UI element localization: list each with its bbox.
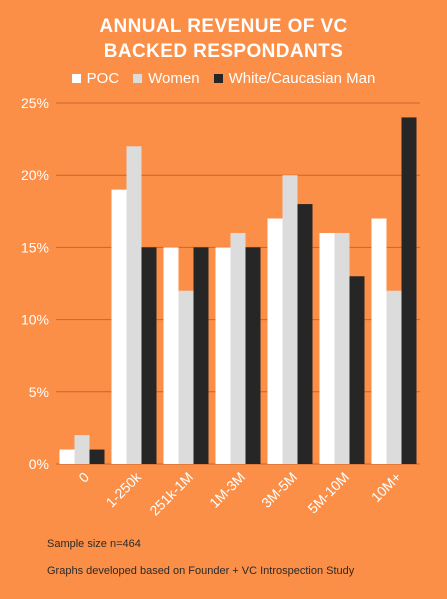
legend-swatch-women bbox=[133, 74, 143, 83]
legend-swatch-poc bbox=[71, 74, 81, 83]
legend-label-poc: POC bbox=[86, 70, 120, 87]
bar-10M+-POC bbox=[371, 218, 387, 464]
legend-label-white-caucasian-man: White/Caucasian Man bbox=[228, 70, 376, 87]
legend-swatch-white-caucasian-man bbox=[213, 74, 223, 83]
bar-5M-10M-White/Caucasian Man bbox=[349, 276, 365, 464]
bar-5M-10M-Women bbox=[334, 232, 350, 464]
bar-3M-5M-White/Caucasian Man bbox=[297, 204, 313, 464]
bar-251k-1M-POC bbox=[163, 247, 179, 464]
x-tick-label: 1M-3M bbox=[206, 469, 248, 511]
legend-item-women: Women bbox=[133, 70, 200, 87]
bar-5M-10M-POC bbox=[319, 232, 335, 464]
x-tick-label: 5M-10M bbox=[304, 469, 352, 517]
bar-1M-3M-White/Caucasian Man bbox=[245, 247, 261, 464]
y-tick-label: 15% bbox=[21, 239, 49, 255]
bar-1-250k-White/Caucasian Man bbox=[141, 247, 157, 464]
y-tick-label: 20% bbox=[21, 167, 49, 183]
bar-0-White/Caucasian Man bbox=[89, 449, 105, 464]
bar-1-250k-Women bbox=[126, 146, 142, 464]
bar-3M-5M-POC bbox=[267, 218, 283, 464]
chart-legend: POC Women White/Caucasian Man bbox=[0, 70, 447, 87]
x-tick-label: 10M+ bbox=[368, 469, 404, 505]
bar-0-Women bbox=[74, 435, 90, 464]
legend-item-poc: POC bbox=[71, 70, 120, 87]
bar-1M-3M-Women bbox=[230, 232, 246, 464]
y-tick-label: 25% bbox=[21, 95, 49, 111]
chart-title-line-2: BACKED RESPONDANTS bbox=[103, 41, 344, 62]
x-tick-label: 3M-5M bbox=[258, 469, 300, 511]
y-tick-label: 10% bbox=[21, 312, 49, 328]
chart-title: ANNUAL REVENUE OF VC BACKED RESPONDANTS bbox=[0, 14, 447, 64]
y-tick-label: 5% bbox=[29, 384, 49, 400]
chart-title-line-1: ANNUAL REVENUE OF VC bbox=[99, 16, 348, 37]
x-tick-label: 1-250k bbox=[103, 468, 145, 510]
bar-251k-1M-White/Caucasian Man bbox=[193, 247, 209, 464]
y-tick-label: 0% bbox=[29, 456, 49, 472]
legend-label-women: Women bbox=[148, 70, 200, 87]
source-note: Graphs developed based on Founder + VC I… bbox=[47, 565, 355, 577]
x-tick-label: 0 bbox=[75, 469, 92, 486]
x-tick-label: 251k-1M bbox=[146, 469, 196, 519]
bar-3M-5M-Women bbox=[282, 175, 298, 464]
bar-251k-1M-Women bbox=[178, 290, 194, 464]
bar-1-250k-POC bbox=[111, 189, 127, 464]
bar-10M+-White/Caucasian Man bbox=[401, 117, 417, 464]
sample-size-note: Sample size n=464 bbox=[47, 538, 141, 550]
bar-0-POC bbox=[59, 449, 75, 464]
bar-1M-3M-POC bbox=[215, 247, 231, 464]
legend-item-white-caucasian-man: White/Caucasian Man bbox=[213, 70, 376, 87]
bar-10M+-Women bbox=[386, 290, 402, 464]
